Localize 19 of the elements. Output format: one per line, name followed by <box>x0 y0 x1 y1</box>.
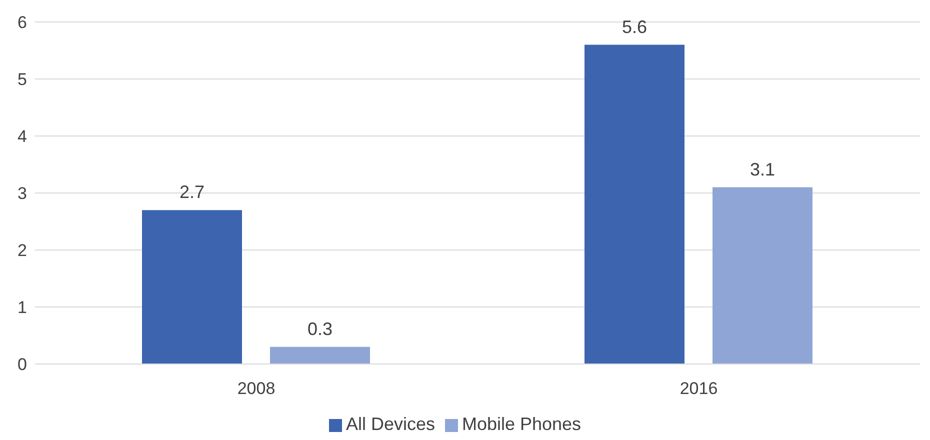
x-tick-label: 2008 <box>237 379 276 398</box>
legend-label: Mobile Phones <box>462 414 582 434</box>
y-tick-label: 0 <box>18 355 27 374</box>
y-tick-label: 5 <box>18 70 27 90</box>
y-tick-label: 4 <box>18 127 27 146</box>
bar <box>270 346 370 364</box>
y-tick-label: 1 <box>18 298 27 318</box>
bar <box>712 187 812 364</box>
bar <box>142 210 242 364</box>
x-tick-label: 2016 <box>680 379 718 398</box>
data-label: 2.7 <box>179 182 205 202</box>
data-label: 3.1 <box>750 159 776 180</box>
data-label: 5.6 <box>622 16 648 37</box>
bar <box>584 44 684 364</box>
y-tick-label: 2 <box>18 241 27 260</box>
legend-label: All Devices <box>346 414 435 434</box>
data-label: 0.3 <box>307 318 333 339</box>
y-tick-label: 3 <box>18 184 27 204</box>
y-tick-label: 6 <box>18 13 27 32</box>
